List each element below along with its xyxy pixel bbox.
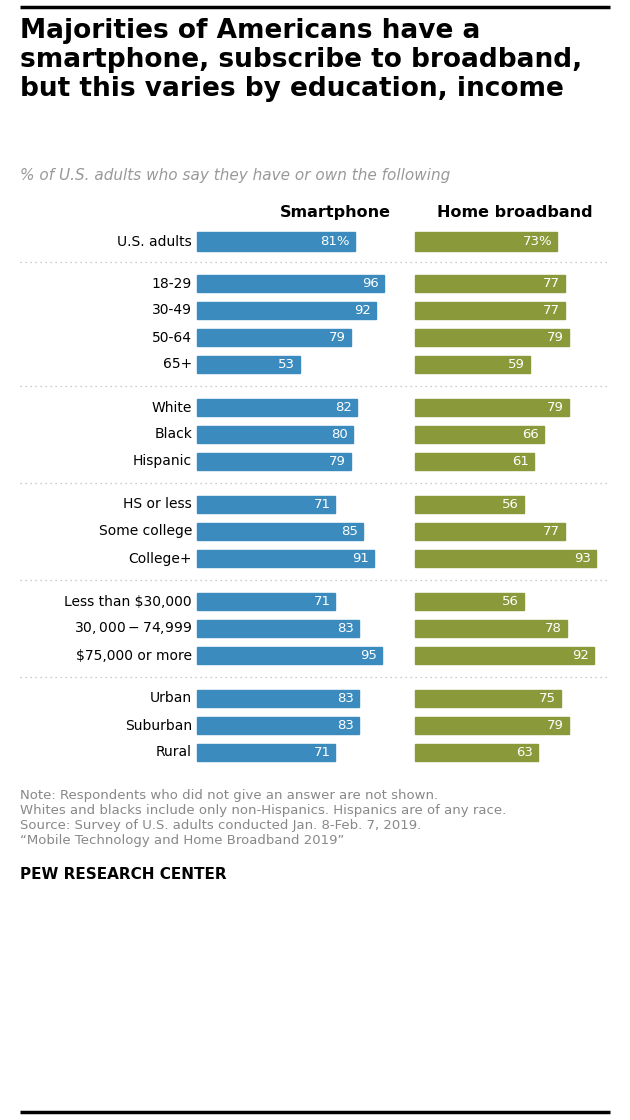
Text: Source: Survey of U.S. adults conducted Jan. 8-Feb. 7, 2019.: Source: Survey of U.S. adults conducted … — [20, 819, 421, 832]
Text: 79: 79 — [547, 401, 564, 414]
Text: 77: 77 — [543, 525, 560, 538]
Bar — [415, 592, 524, 610]
Bar — [197, 426, 353, 444]
Bar — [197, 329, 351, 346]
Bar — [197, 276, 384, 292]
Text: 85: 85 — [341, 525, 358, 538]
Text: Rural: Rural — [156, 746, 192, 759]
Text: 30-49: 30-49 — [152, 304, 192, 317]
Bar — [197, 744, 335, 760]
Text: PEW RESEARCH CENTER: PEW RESEARCH CENTER — [20, 867, 227, 883]
Bar — [197, 717, 359, 734]
Text: 79: 79 — [329, 332, 346, 344]
Bar — [197, 523, 363, 540]
Text: 59: 59 — [508, 358, 525, 371]
Text: Hispanic: Hispanic — [133, 455, 192, 468]
Bar — [415, 523, 565, 540]
Text: 56: 56 — [502, 498, 519, 511]
Text: 53: 53 — [278, 358, 295, 371]
Text: 83: 83 — [337, 692, 354, 704]
Text: 63: 63 — [516, 746, 533, 759]
Bar — [415, 690, 561, 707]
Bar — [197, 690, 359, 707]
Bar — [197, 399, 357, 416]
Text: 77: 77 — [543, 277, 560, 290]
Text: 71: 71 — [314, 498, 331, 511]
Text: 65+: 65+ — [163, 357, 192, 372]
Text: 66: 66 — [522, 428, 539, 441]
Text: 18-29: 18-29 — [152, 277, 192, 290]
Text: Less than $30,000: Less than $30,000 — [64, 595, 192, 608]
Text: % of U.S. adults who say they have or own the following: % of U.S. adults who say they have or ow… — [20, 168, 450, 183]
Text: 82: 82 — [335, 401, 352, 414]
Bar — [197, 592, 335, 610]
Bar — [415, 426, 544, 444]
Text: Home broadband: Home broadband — [437, 205, 593, 220]
Text: 50-64: 50-64 — [152, 330, 192, 345]
Text: White: White — [152, 401, 192, 414]
Bar — [415, 550, 597, 567]
Text: Some college: Some college — [99, 524, 192, 539]
Bar — [415, 452, 534, 470]
Text: $30,000-$74,999: $30,000-$74,999 — [74, 620, 192, 636]
Text: Smartphone: Smartphone — [280, 205, 391, 220]
Text: U.S. adults: U.S. adults — [117, 234, 192, 249]
Bar — [415, 276, 565, 292]
Bar — [415, 356, 530, 373]
Bar — [415, 496, 524, 513]
Text: 78: 78 — [545, 622, 562, 635]
Text: 83: 83 — [337, 622, 354, 635]
Text: Suburban: Suburban — [125, 719, 192, 732]
Text: HS or less: HS or less — [123, 497, 192, 512]
Bar — [415, 744, 538, 760]
Bar — [415, 647, 594, 664]
Text: Majorities of Americans have a
smartphone, subscribe to broadband,
but this vari: Majorities of Americans have a smartphon… — [20, 18, 582, 102]
Text: Urban: Urban — [150, 691, 192, 706]
Text: 71: 71 — [314, 746, 331, 759]
Text: $75,000 or more: $75,000 or more — [76, 648, 192, 663]
Bar — [197, 356, 301, 373]
Text: 71: 71 — [314, 595, 331, 608]
Text: Note: Respondents who did not give an answer are not shown.: Note: Respondents who did not give an an… — [20, 788, 438, 802]
Text: 81%: 81% — [321, 235, 350, 248]
Bar — [197, 550, 374, 567]
Bar — [197, 452, 351, 470]
Text: 83: 83 — [337, 719, 354, 732]
Bar — [415, 717, 569, 734]
Text: Whites and blacks include only non-Hispanics. Hispanics are of any race.: Whites and blacks include only non-Hispa… — [20, 804, 507, 816]
Bar — [415, 329, 569, 346]
Bar — [415, 232, 558, 251]
Bar — [197, 620, 359, 637]
Text: 92: 92 — [355, 304, 372, 317]
Text: 96: 96 — [362, 277, 379, 290]
Bar — [415, 302, 565, 319]
Text: 80: 80 — [331, 428, 348, 441]
Text: 91: 91 — [353, 552, 369, 564]
Text: 95: 95 — [360, 648, 377, 662]
Bar — [197, 647, 382, 664]
Text: 56: 56 — [502, 595, 519, 608]
Text: Black: Black — [154, 428, 192, 441]
Bar — [197, 496, 335, 513]
Text: 79: 79 — [547, 719, 564, 732]
Text: College+: College+ — [129, 551, 192, 566]
Text: 79: 79 — [329, 455, 346, 468]
Text: 75: 75 — [539, 692, 556, 704]
Text: 73%: 73% — [523, 235, 553, 248]
Bar — [415, 620, 567, 637]
Text: 77: 77 — [543, 304, 560, 317]
Text: 93: 93 — [575, 552, 592, 564]
Bar — [415, 399, 569, 416]
Bar — [197, 232, 355, 251]
Text: “Mobile Technology and Home Broadband 2019”: “Mobile Technology and Home Broadband 20… — [20, 834, 345, 847]
Bar — [197, 302, 376, 319]
Text: 61: 61 — [512, 455, 529, 468]
Text: 79: 79 — [547, 332, 564, 344]
Text: 92: 92 — [573, 648, 590, 662]
